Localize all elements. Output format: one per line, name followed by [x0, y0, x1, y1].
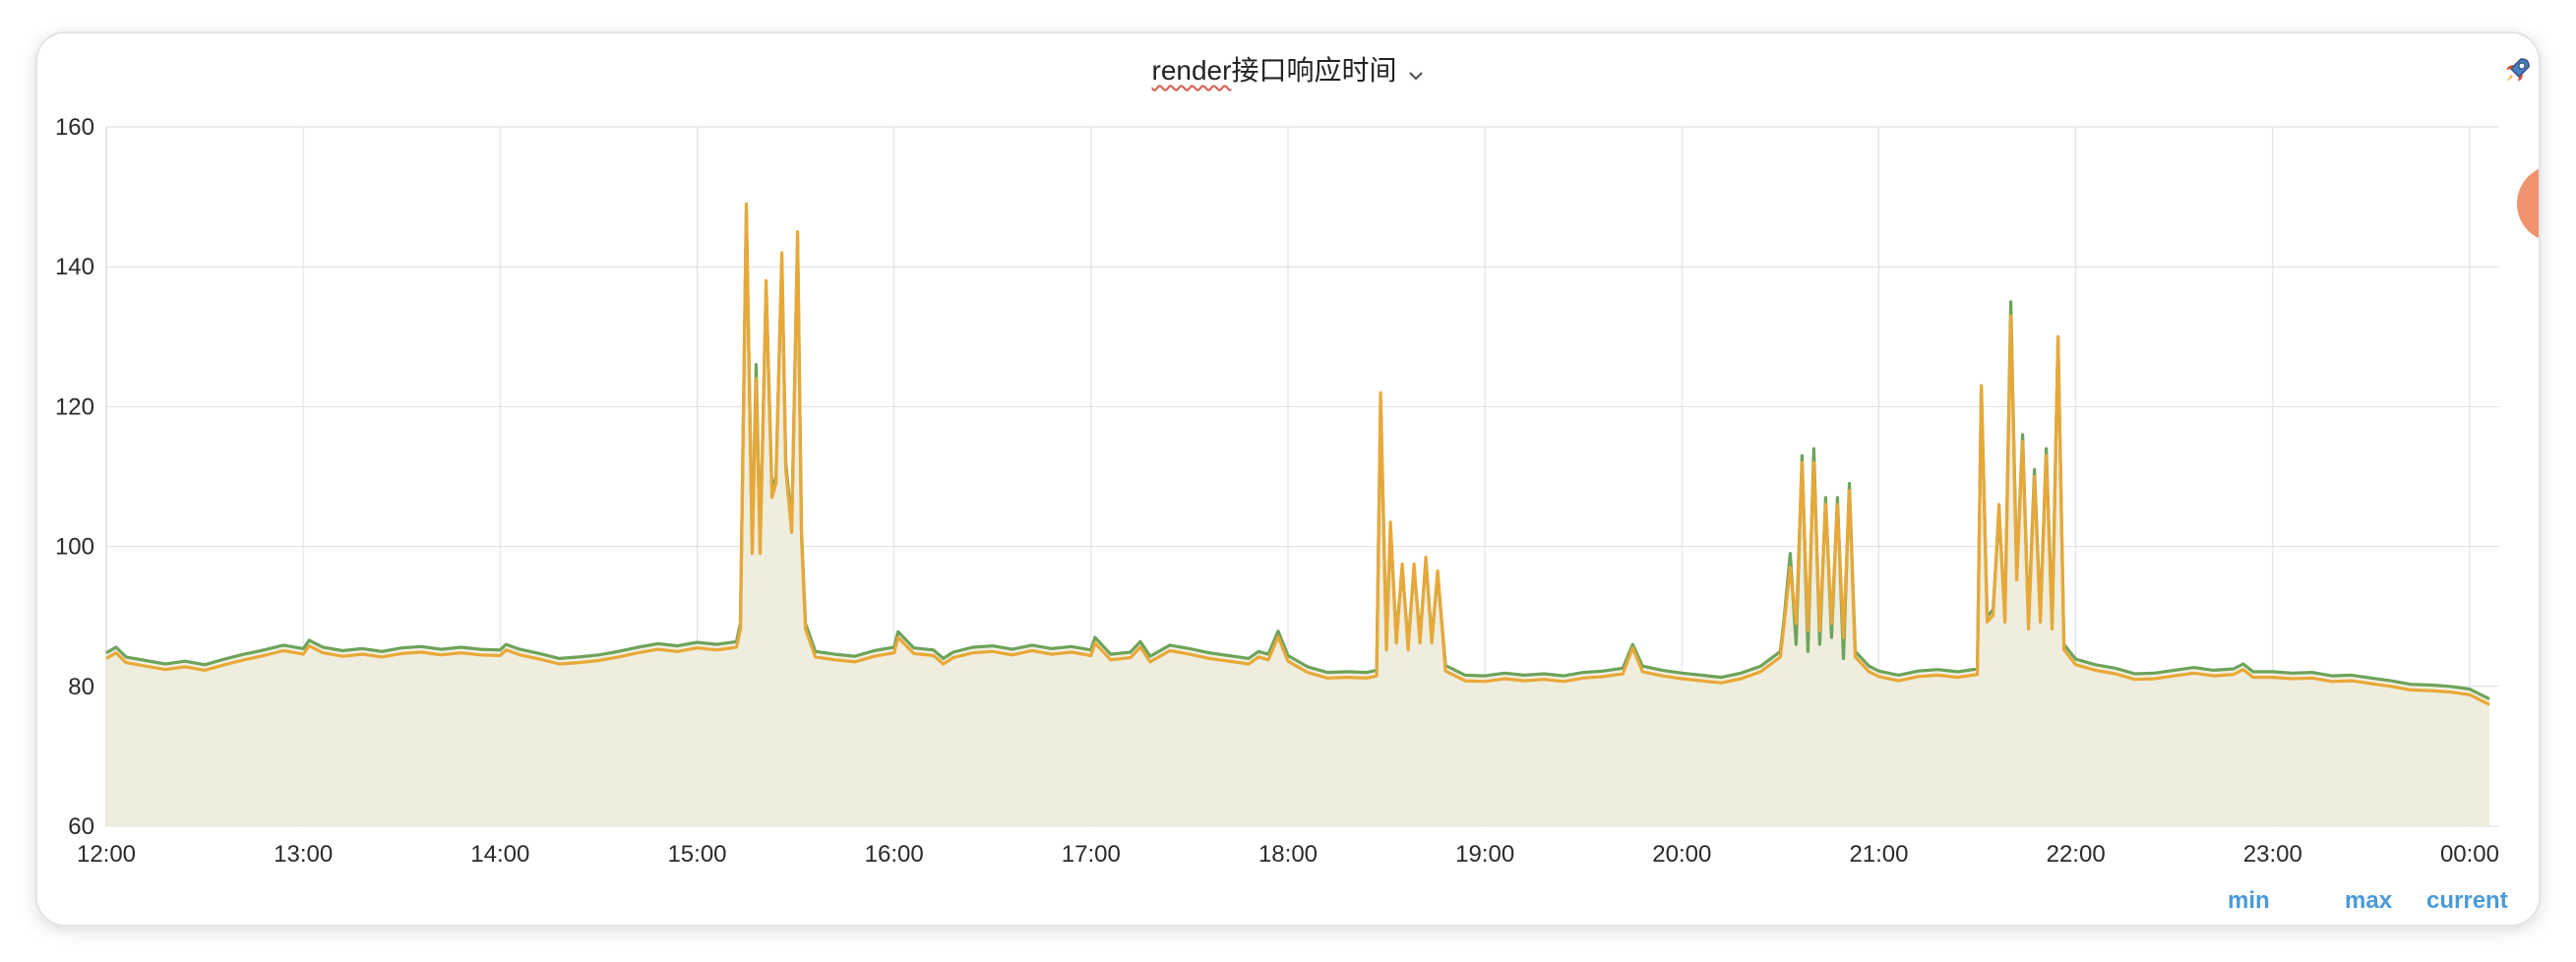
- y-axis-ticks: 60 80 100 120 140 160: [55, 114, 94, 840]
- series-line-2: [105, 202, 2490, 706]
- legend-current[interactable]: current: [2426, 887, 2508, 914]
- x-tick-label: 17:00: [1062, 841, 1121, 868]
- x-tick-label: 22:00: [2047, 841, 2106, 868]
- x-tick-label: 16:00: [865, 841, 924, 868]
- x-axis-ticks: 12:00 13:00 14:00 15:00 16:00 17:00 18:00 19:00…: [77, 841, 2499, 868]
- x-tick-label: 19:00: [1455, 841, 1514, 868]
- y-tick-label: 60: [68, 813, 94, 840]
- x-tick-label: 20:00: [1652, 841, 1711, 868]
- chart-panel: render接口响应时间 60 80 100 120 140 160 12:00 13:00…: [37, 33, 2539, 925]
- chart-lines: [105, 202, 2490, 706]
- chart-areas: [106, 204, 2489, 827]
- series-line-1: [105, 209, 2490, 701]
- y-tick-label: 120: [55, 393, 94, 420]
- panel-title-rest: 接口响应时间: [1231, 55, 1397, 86]
- panel-title[interactable]: render接口响应时间: [37, 49, 2539, 89]
- series-area-2: [106, 204, 2489, 826]
- y-tick-label: 80: [68, 674, 94, 700]
- chevron-down-icon[interactable]: [1408, 57, 1424, 89]
- legend-min[interactable]: min: [2228, 887, 2270, 914]
- y-tick-label: 140: [55, 254, 94, 280]
- panel-title-underlined: render: [1151, 55, 1232, 86]
- x-tick-label: 23:00: [2243, 841, 2302, 868]
- x-tick-label: 12:00: [77, 841, 136, 868]
- x-tick-label: 15:00: [667, 841, 726, 868]
- x-tick-label: 14:00: [470, 841, 529, 868]
- x-tick-label: 18:00: [1258, 841, 1318, 868]
- x-tick-label: 13:00: [274, 841, 333, 868]
- legend-max[interactable]: max: [2345, 887, 2393, 914]
- y-tick-label: 100: [55, 534, 94, 561]
- rocket-icon[interactable]: [2501, 55, 2533, 87]
- line-chart: 60 80 100 120 140 160 12:00 13:00 14:00 15:00 16:…: [55, 114, 2499, 868]
- x-tick-label: 21:00: [1849, 841, 1908, 868]
- x-tick-label: 00:00: [2440, 841, 2499, 868]
- side-action-button[interactable]: [2517, 165, 2539, 242]
- y-tick-label: 160: [55, 114, 94, 141]
